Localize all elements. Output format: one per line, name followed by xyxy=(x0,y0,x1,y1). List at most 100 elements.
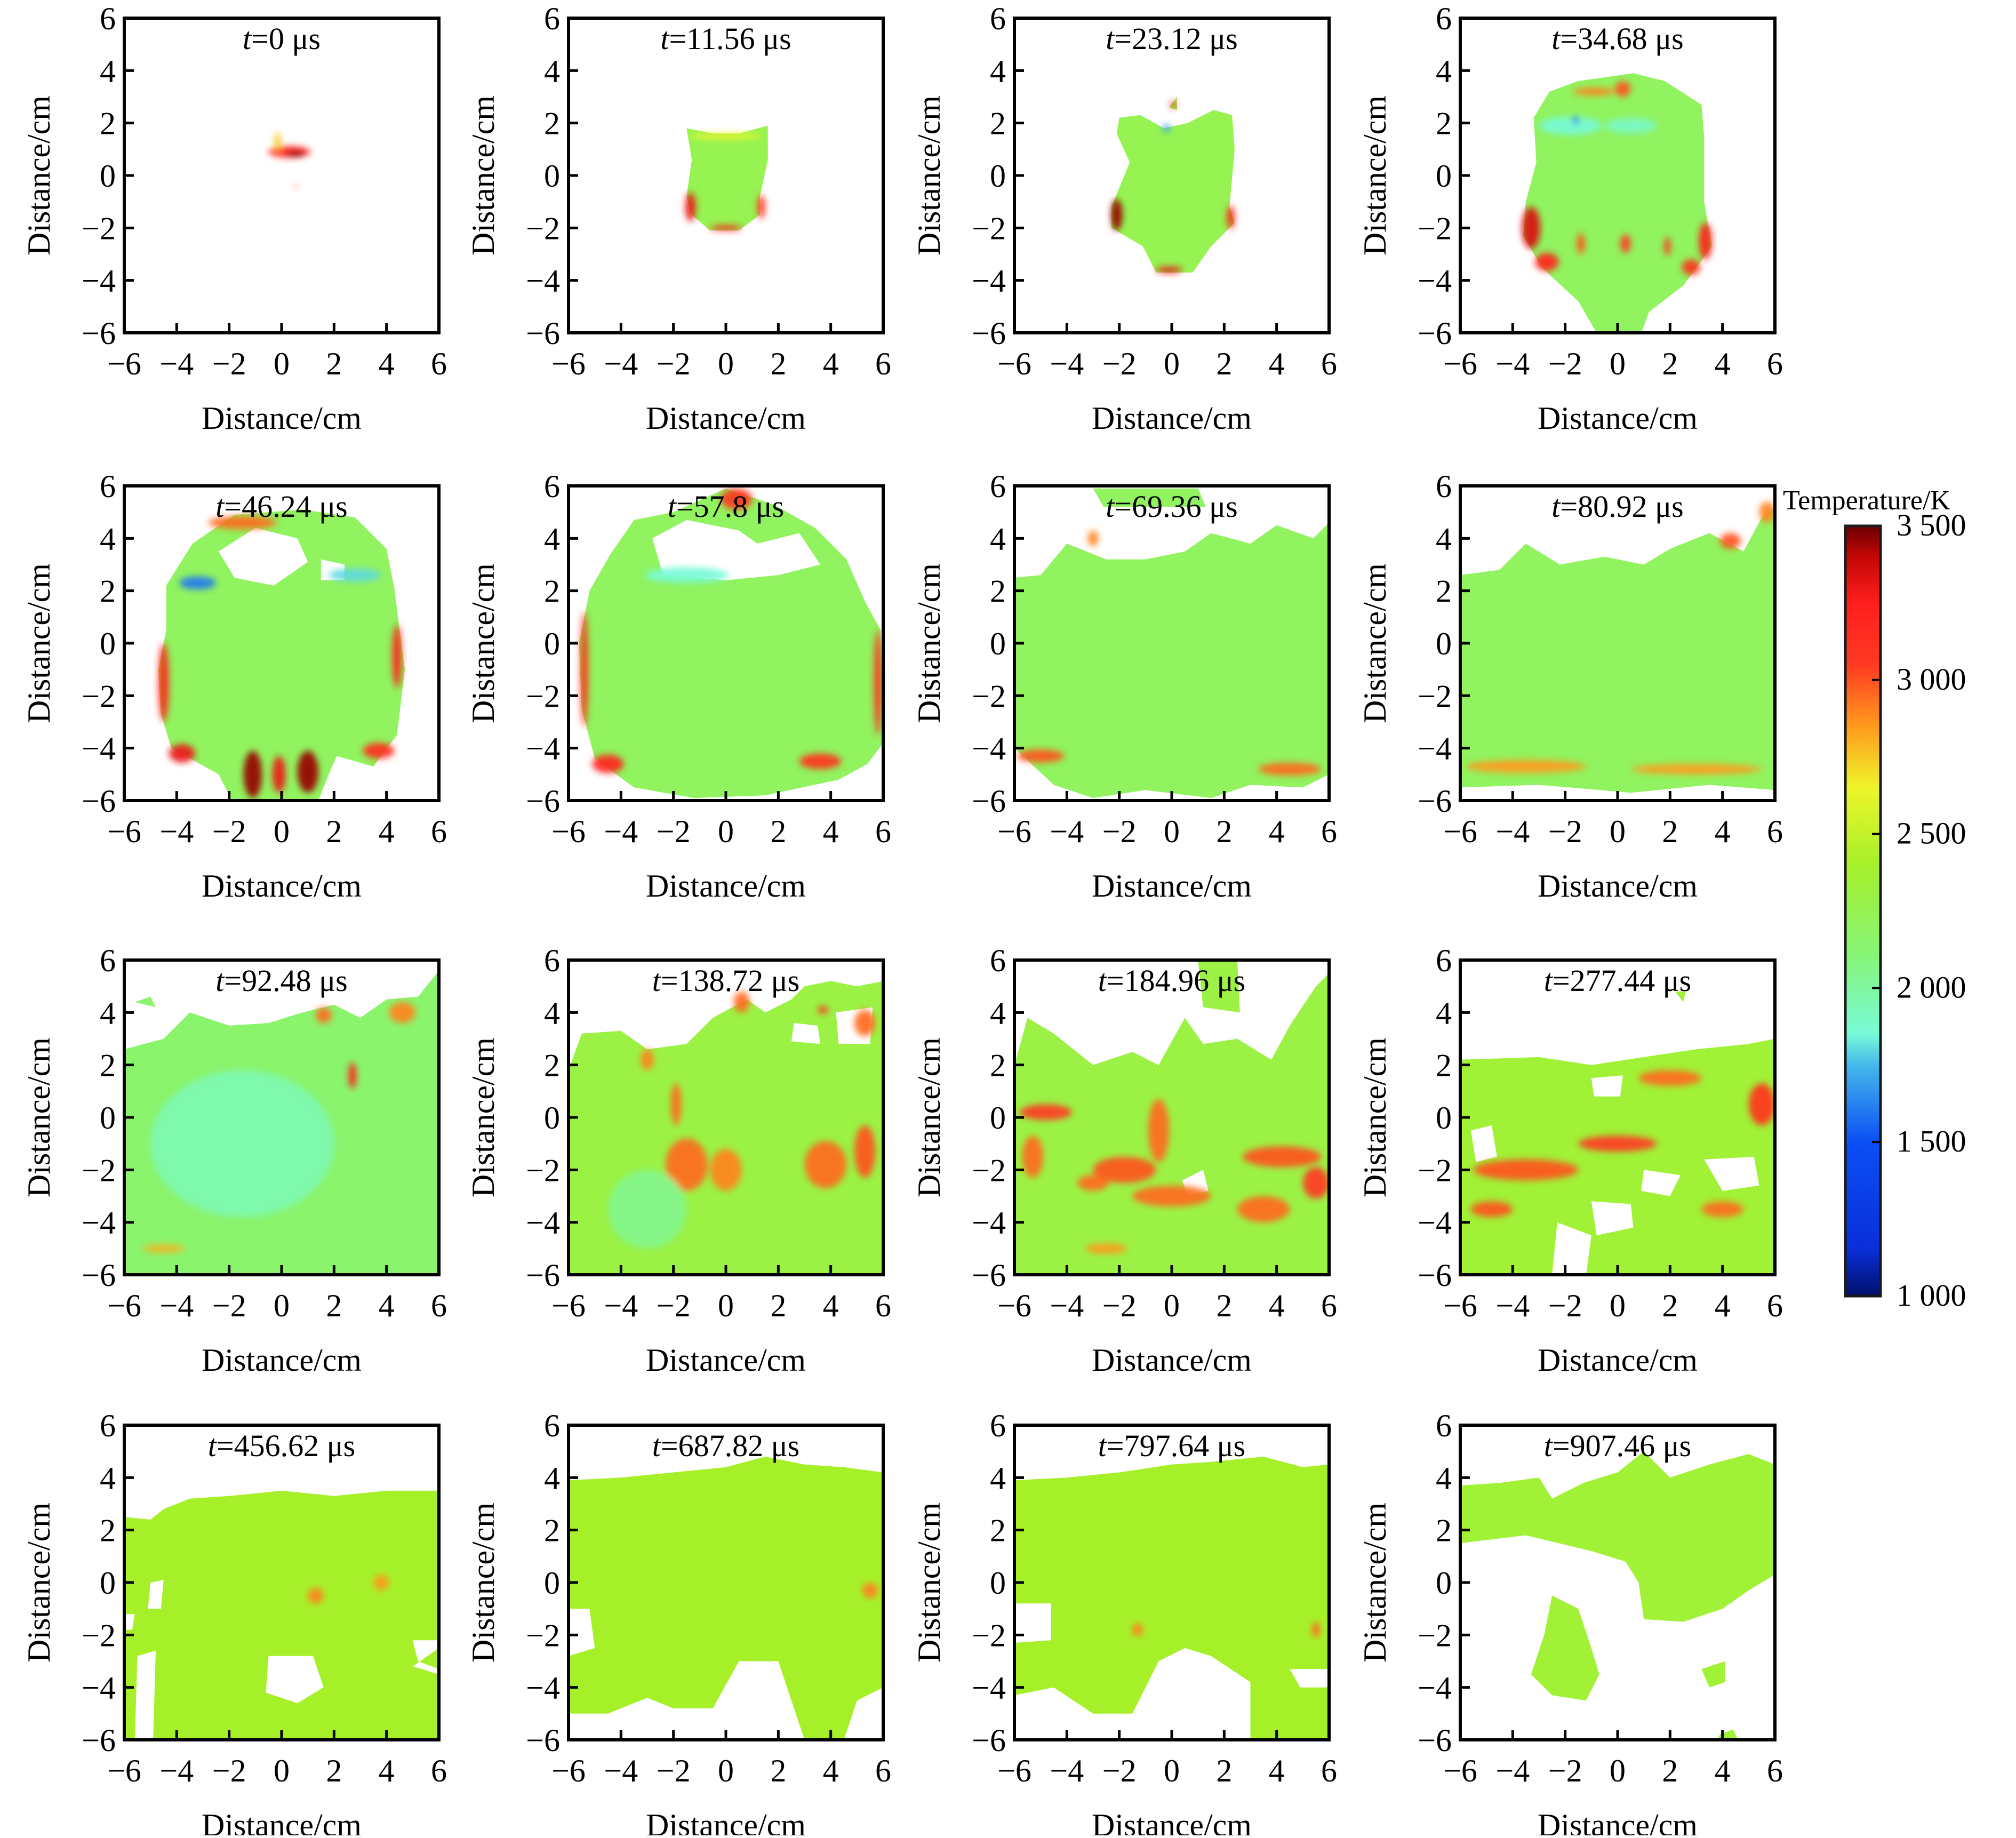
temperature-field xyxy=(1522,73,1712,333)
hotspot xyxy=(1699,222,1712,260)
colorbar-tick-label: 3 000 xyxy=(1897,662,1966,697)
x-axis-label: Distance/cm xyxy=(646,1342,806,1378)
x-tick-label: 4 xyxy=(1269,1753,1285,1788)
heatmap-panel: −6 −4 −2 0 2 4 6 −6 −4 −2 0 2 4 6 Distance/cm Distance/… xyxy=(466,943,891,1378)
x-tick-label: 4 xyxy=(1715,1753,1731,1788)
y-axis-label: Distance/cm xyxy=(466,563,501,723)
y-tick-label: 6 xyxy=(990,943,1006,978)
x-tick-label: 0 xyxy=(274,346,290,381)
hotspot xyxy=(721,488,753,510)
panel-time-label: t=184.96 μs xyxy=(1098,963,1246,998)
temperature-field xyxy=(268,132,311,188)
x-tick-label: 6 xyxy=(875,346,891,381)
hotspot xyxy=(689,133,763,140)
x-tick-label: 0 xyxy=(718,814,734,849)
field-region xyxy=(1460,992,1775,1275)
y-tick-label: 6 xyxy=(544,469,560,504)
x-tick-label: −4 xyxy=(159,814,194,849)
panel-time-label: t=687.82 μs xyxy=(652,1428,800,1463)
x-tick-label: 2 xyxy=(1662,346,1678,381)
hotspot xyxy=(1156,267,1182,273)
x-tick-label: 4 xyxy=(1715,1288,1731,1323)
panel-time-label: t=138.72 μs xyxy=(652,963,800,998)
hotspot xyxy=(592,754,624,773)
x-tick-label: 0 xyxy=(1610,346,1626,381)
heatmap-panel: −6 −4 −2 0 2 4 6 −6 −4 −2 0 2 4 6 Distance/cm Distance/… xyxy=(911,1408,1337,1838)
y-tick-label: 2 xyxy=(990,1048,1006,1083)
hotspot xyxy=(1664,237,1671,255)
x-tick-label: 4 xyxy=(823,346,839,381)
y-tick-label: 0 xyxy=(100,158,116,194)
x-tick-label: −2 xyxy=(1102,1753,1137,1788)
y-tick-label: 0 xyxy=(544,1565,560,1601)
x-axis-label: Distance/cm xyxy=(202,1808,362,1835)
hotspot xyxy=(710,225,742,231)
y-axis-label: Distance/cm xyxy=(1357,1037,1393,1197)
heatmap-panel: −6 −4 −2 0 2 4 6 −6 −4 −2 0 2 4 6 Distance/cm Distance/… xyxy=(1357,1,1783,436)
x-axis-label: Distance/cm xyxy=(202,868,362,904)
y-tick-label: 0 xyxy=(1436,158,1452,194)
x-tick-label: 2 xyxy=(1662,814,1678,849)
x-tick-label: −2 xyxy=(657,1753,691,1788)
colorbar: Temperature/K 1 000 1 500 2 000 2 500 3 000 3… xyxy=(1783,485,1966,1313)
hotspot xyxy=(804,1141,847,1188)
x-tick-label: 0 xyxy=(1610,1753,1626,1788)
field-region xyxy=(1014,960,1329,1275)
hotspot xyxy=(641,1049,654,1070)
heatmap-panel: −6 −4 −2 0 2 4 6 −6 −4 −2 0 2 4 6 Distance/cm Distance/… xyxy=(911,469,1337,904)
y-tick-label: 6 xyxy=(100,469,116,504)
x-tick-label: 4 xyxy=(1269,1288,1285,1323)
y-tick-label: −4 xyxy=(82,263,116,299)
y-tick-label: −6 xyxy=(1418,1723,1452,1758)
hotspot xyxy=(1539,116,1602,135)
y-tick-label: 4 xyxy=(990,1460,1006,1496)
hotspot xyxy=(1748,1083,1775,1125)
y-tick-label: 6 xyxy=(990,469,1006,504)
y-tick-label: 4 xyxy=(544,521,560,556)
x-tick-label: 6 xyxy=(431,814,447,849)
hotspot xyxy=(1302,1167,1329,1199)
hotspot xyxy=(1465,760,1587,773)
colorbar-gradient xyxy=(1844,524,1882,1298)
x-tick-label: −4 xyxy=(604,814,638,849)
y-tick-label: 2 xyxy=(990,574,1006,609)
field-region xyxy=(686,125,768,231)
y-tick-label: −2 xyxy=(1418,211,1452,246)
hotspot xyxy=(294,184,298,188)
hotspot xyxy=(274,132,281,151)
temperature-field xyxy=(1014,960,1329,1275)
y-tick-label: −4 xyxy=(82,731,116,766)
y-tick-label: −6 xyxy=(526,784,560,819)
x-tick-label: 2 xyxy=(1662,1288,1678,1323)
y-axis-label: Distance/cm xyxy=(466,95,501,255)
y-tick-label: 0 xyxy=(1436,1565,1452,1601)
y-axis-label: Distance/cm xyxy=(21,95,57,255)
x-axis-label: Distance/cm xyxy=(646,868,806,904)
hotspot xyxy=(1473,1159,1579,1180)
y-tick-label: −2 xyxy=(526,211,560,246)
hotspot xyxy=(874,630,882,736)
y-tick-label: 4 xyxy=(1436,995,1452,1030)
hotspot xyxy=(1017,749,1065,763)
x-tick-label: 2 xyxy=(770,1753,786,1788)
y-tick-label: −6 xyxy=(82,784,116,819)
plot-frame xyxy=(123,17,441,334)
temperature-field xyxy=(569,981,883,1275)
y-tick-label: −4 xyxy=(1418,731,1452,766)
y-tick-label: 2 xyxy=(544,106,560,141)
x-tick-label: 4 xyxy=(1715,814,1731,849)
panel-time-label: t=277.44 μs xyxy=(1544,963,1692,998)
temperature-field xyxy=(124,970,439,1275)
x-tick-label: 4 xyxy=(823,1753,839,1788)
x-tick-label: −2 xyxy=(657,346,691,381)
hotspot xyxy=(1701,1201,1744,1217)
hotspot xyxy=(644,567,729,583)
x-tick-label: 6 xyxy=(431,1288,447,1323)
x-tick-label: −4 xyxy=(1495,1753,1530,1788)
y-tick-label: −6 xyxy=(82,1723,116,1758)
temperature-field xyxy=(1014,1457,1329,1740)
hotspot xyxy=(854,1010,876,1036)
hotspot xyxy=(1682,259,1700,275)
x-tick-label: 0 xyxy=(274,1288,290,1323)
x-tick-label: −6 xyxy=(107,814,141,849)
